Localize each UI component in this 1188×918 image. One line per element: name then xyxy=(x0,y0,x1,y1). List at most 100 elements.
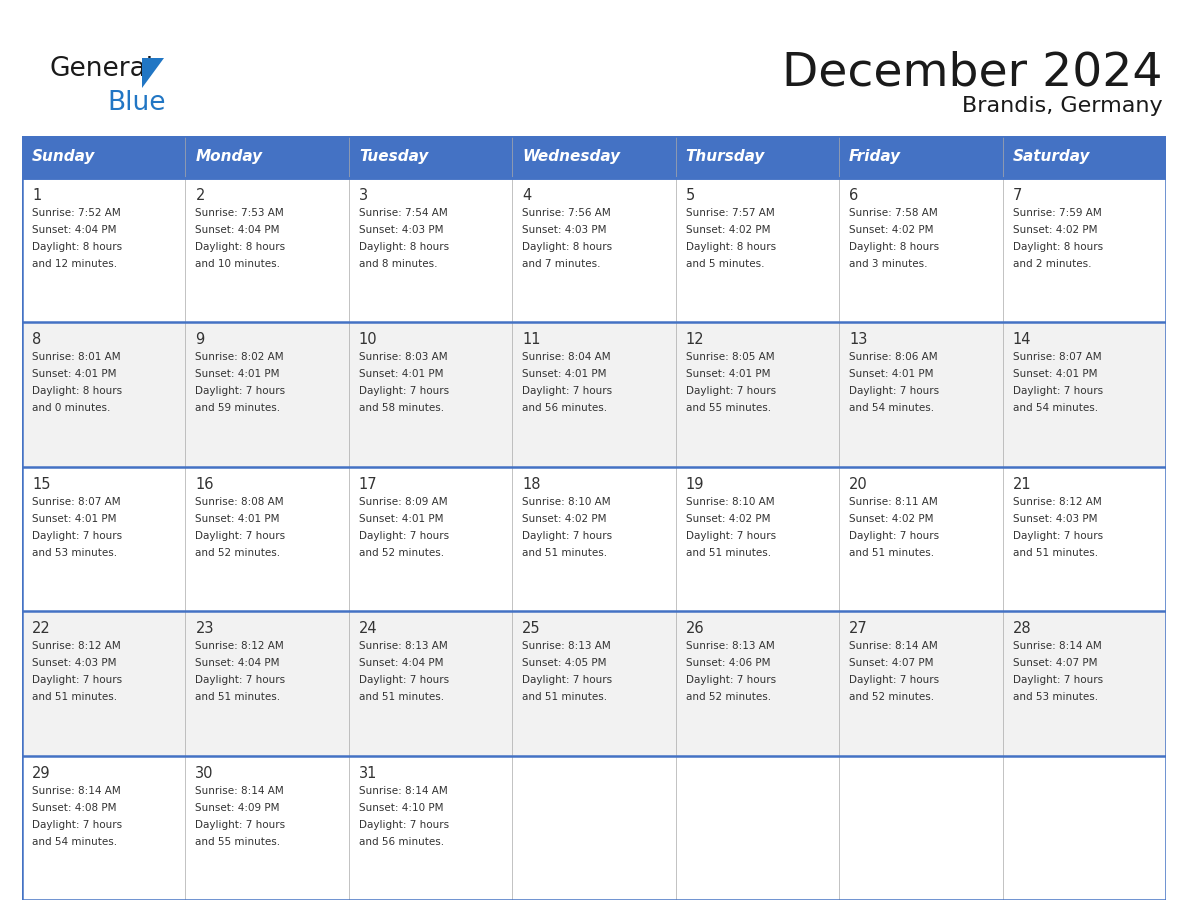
Text: Saturday: Saturday xyxy=(1012,150,1091,164)
Text: Sunrise: 8:10 AM: Sunrise: 8:10 AM xyxy=(685,497,775,507)
Text: Daylight: 7 hours: Daylight: 7 hours xyxy=(685,676,776,685)
Text: and 51 minutes.: and 51 minutes. xyxy=(1012,548,1098,558)
Text: 15: 15 xyxy=(32,476,51,492)
Text: Sunrise: 8:07 AM: Sunrise: 8:07 AM xyxy=(32,497,121,507)
Text: 9: 9 xyxy=(196,332,204,347)
Text: Daylight: 7 hours: Daylight: 7 hours xyxy=(1012,386,1102,397)
Text: Tuesday: Tuesday xyxy=(359,150,428,164)
Text: and 51 minutes.: and 51 minutes. xyxy=(196,692,280,702)
Text: and 0 minutes.: and 0 minutes. xyxy=(32,403,110,413)
Text: Sunrise: 8:14 AM: Sunrise: 8:14 AM xyxy=(359,786,448,796)
Text: 21: 21 xyxy=(1012,476,1031,492)
Text: and 55 minutes.: and 55 minutes. xyxy=(685,403,771,413)
Text: 13: 13 xyxy=(849,332,867,347)
Text: and 5 minutes.: and 5 minutes. xyxy=(685,259,764,269)
Text: Daylight: 7 hours: Daylight: 7 hours xyxy=(359,531,449,541)
Text: Sunset: 4:07 PM: Sunset: 4:07 PM xyxy=(849,658,934,668)
Text: 31: 31 xyxy=(359,766,378,780)
Text: Sunset: 4:06 PM: Sunset: 4:06 PM xyxy=(685,658,770,668)
Text: and 3 minutes.: and 3 minutes. xyxy=(849,259,928,269)
Text: 24: 24 xyxy=(359,621,378,636)
Text: Sunset: 4:01 PM: Sunset: 4:01 PM xyxy=(32,369,116,379)
Text: Sunset: 4:03 PM: Sunset: 4:03 PM xyxy=(359,225,443,235)
Text: Sunset: 4:01 PM: Sunset: 4:01 PM xyxy=(359,369,443,379)
Text: Daylight: 7 hours: Daylight: 7 hours xyxy=(32,676,122,685)
Text: and 7 minutes.: and 7 minutes. xyxy=(523,259,601,269)
Text: and 2 minutes.: and 2 minutes. xyxy=(1012,259,1091,269)
Text: Daylight: 7 hours: Daylight: 7 hours xyxy=(32,820,122,830)
Text: Sunset: 4:08 PM: Sunset: 4:08 PM xyxy=(32,802,116,812)
Text: 6: 6 xyxy=(849,188,859,203)
Text: General: General xyxy=(50,56,154,82)
Text: Sunset: 4:01 PM: Sunset: 4:01 PM xyxy=(32,514,116,524)
Text: Daylight: 7 hours: Daylight: 7 hours xyxy=(523,676,612,685)
Text: and 51 minutes.: and 51 minutes. xyxy=(523,692,607,702)
Text: Daylight: 7 hours: Daylight: 7 hours xyxy=(685,531,776,541)
Text: 10: 10 xyxy=(359,332,378,347)
Text: Sunrise: 7:59 AM: Sunrise: 7:59 AM xyxy=(1012,208,1101,218)
Text: and 56 minutes.: and 56 minutes. xyxy=(523,403,607,413)
Text: Sunset: 4:01 PM: Sunset: 4:01 PM xyxy=(196,514,280,524)
Text: Daylight: 7 hours: Daylight: 7 hours xyxy=(196,531,285,541)
Text: Sunrise: 8:10 AM: Sunrise: 8:10 AM xyxy=(523,497,611,507)
Text: and 52 minutes.: and 52 minutes. xyxy=(359,548,444,558)
Text: 7: 7 xyxy=(1012,188,1022,203)
Text: Sunrise: 8:13 AM: Sunrise: 8:13 AM xyxy=(359,641,448,651)
Text: Sunday: Sunday xyxy=(32,150,95,164)
Text: Sunrise: 7:54 AM: Sunrise: 7:54 AM xyxy=(359,208,448,218)
Text: Sunrise: 8:06 AM: Sunrise: 8:06 AM xyxy=(849,353,937,363)
Text: Daylight: 8 hours: Daylight: 8 hours xyxy=(1012,242,1102,252)
Text: and 52 minutes.: and 52 minutes. xyxy=(849,692,934,702)
Text: Sunrise: 7:56 AM: Sunrise: 7:56 AM xyxy=(523,208,611,218)
Text: 4: 4 xyxy=(523,188,531,203)
Text: 27: 27 xyxy=(849,621,868,636)
Text: Daylight: 7 hours: Daylight: 7 hours xyxy=(1012,676,1102,685)
Text: Daylight: 8 hours: Daylight: 8 hours xyxy=(32,242,122,252)
Text: Daylight: 7 hours: Daylight: 7 hours xyxy=(359,676,449,685)
Text: Daylight: 8 hours: Daylight: 8 hours xyxy=(849,242,940,252)
Text: 19: 19 xyxy=(685,476,704,492)
Text: Daylight: 7 hours: Daylight: 7 hours xyxy=(196,676,285,685)
Text: Sunset: 4:02 PM: Sunset: 4:02 PM xyxy=(849,514,934,524)
Text: and 54 minutes.: and 54 minutes. xyxy=(1012,403,1098,413)
Text: Daylight: 7 hours: Daylight: 7 hours xyxy=(849,386,940,397)
Text: Daylight: 7 hours: Daylight: 7 hours xyxy=(359,386,449,397)
Text: Sunrise: 8:12 AM: Sunrise: 8:12 AM xyxy=(196,641,284,651)
Text: Monday: Monday xyxy=(196,150,263,164)
Text: Sunrise: 8:12 AM: Sunrise: 8:12 AM xyxy=(1012,497,1101,507)
Text: and 58 minutes.: and 58 minutes. xyxy=(359,403,444,413)
Text: Sunset: 4:04 PM: Sunset: 4:04 PM xyxy=(196,658,280,668)
Text: and 12 minutes.: and 12 minutes. xyxy=(32,259,118,269)
Text: Daylight: 7 hours: Daylight: 7 hours xyxy=(359,820,449,830)
Text: Sunset: 4:01 PM: Sunset: 4:01 PM xyxy=(359,514,443,524)
Text: Daylight: 7 hours: Daylight: 7 hours xyxy=(32,531,122,541)
Text: Wednesday: Wednesday xyxy=(523,150,620,164)
Text: 23: 23 xyxy=(196,621,214,636)
Text: Sunset: 4:05 PM: Sunset: 4:05 PM xyxy=(523,658,607,668)
Text: Sunset: 4:02 PM: Sunset: 4:02 PM xyxy=(685,225,770,235)
Text: and 51 minutes.: and 51 minutes. xyxy=(359,692,444,702)
Text: 25: 25 xyxy=(523,621,541,636)
Text: 22: 22 xyxy=(32,621,51,636)
Text: Sunrise: 8:12 AM: Sunrise: 8:12 AM xyxy=(32,641,121,651)
Text: Sunset: 4:01 PM: Sunset: 4:01 PM xyxy=(523,369,607,379)
Text: Daylight: 7 hours: Daylight: 7 hours xyxy=(523,531,612,541)
Text: and 54 minutes.: and 54 minutes. xyxy=(32,836,118,846)
Text: Daylight: 7 hours: Daylight: 7 hours xyxy=(685,386,776,397)
Text: Sunset: 4:02 PM: Sunset: 4:02 PM xyxy=(1012,225,1097,235)
Text: Sunrise: 8:08 AM: Sunrise: 8:08 AM xyxy=(196,497,284,507)
Text: Sunrise: 7:52 AM: Sunrise: 7:52 AM xyxy=(32,208,121,218)
Text: and 53 minutes.: and 53 minutes. xyxy=(1012,692,1098,702)
Text: and 52 minutes.: and 52 minutes. xyxy=(196,548,280,558)
Text: and 8 minutes.: and 8 minutes. xyxy=(359,259,437,269)
Text: Sunrise: 8:07 AM: Sunrise: 8:07 AM xyxy=(1012,353,1101,363)
Text: Thursday: Thursday xyxy=(685,150,765,164)
Text: Sunrise: 8:14 AM: Sunrise: 8:14 AM xyxy=(1012,641,1101,651)
Text: Sunset: 4:02 PM: Sunset: 4:02 PM xyxy=(685,514,770,524)
Text: 16: 16 xyxy=(196,476,214,492)
Text: Sunrise: 8:03 AM: Sunrise: 8:03 AM xyxy=(359,353,448,363)
Text: Daylight: 7 hours: Daylight: 7 hours xyxy=(196,820,285,830)
Text: Sunset: 4:04 PM: Sunset: 4:04 PM xyxy=(32,225,116,235)
Text: 28: 28 xyxy=(1012,621,1031,636)
Text: Daylight: 7 hours: Daylight: 7 hours xyxy=(196,386,285,397)
